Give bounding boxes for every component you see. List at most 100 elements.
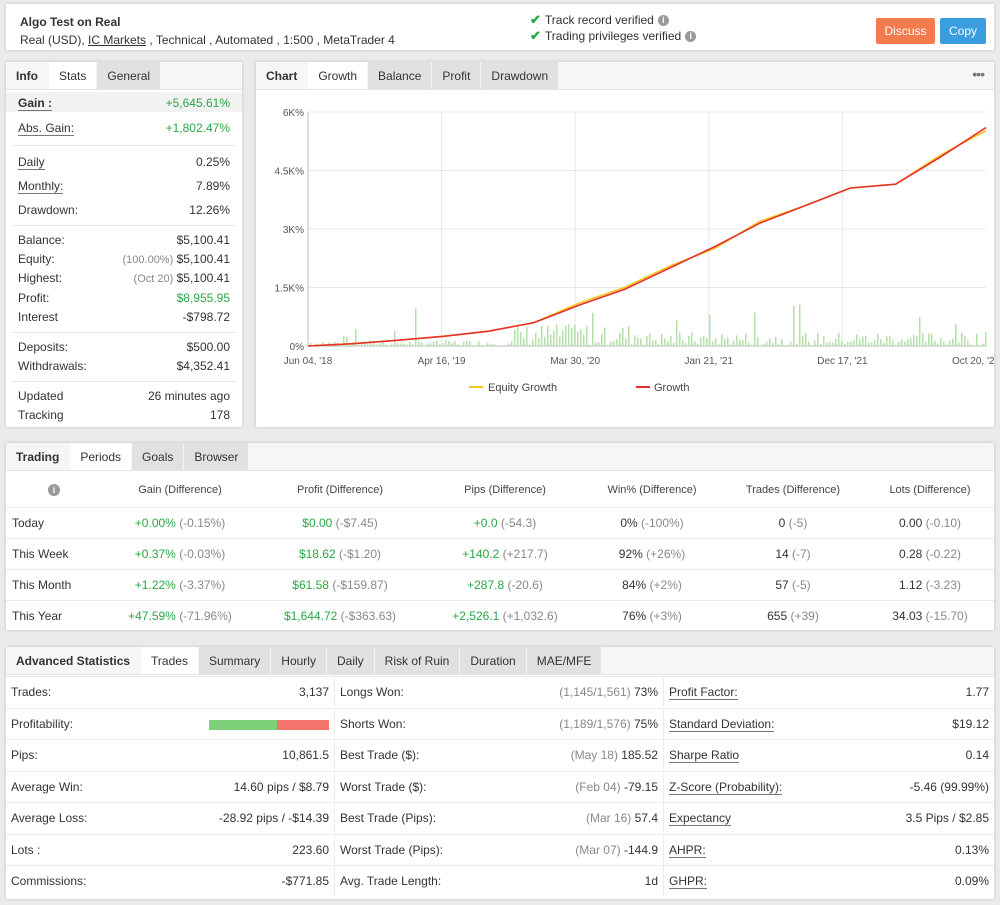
tab-browser[interactable]: Browser — [184, 443, 250, 470]
tab-advanced-statistics[interactable]: Advanced Statistics — [6, 647, 142, 674]
volume-bar — [736, 335, 738, 346]
stat-row: Expectancy 3.5 Pips / $2.85 — [664, 802, 994, 833]
tab-daily[interactable]: Daily — [326, 647, 375, 674]
info-icon[interactable]: i — [48, 484, 60, 496]
tab-goals[interactable]: Goals — [132, 443, 185, 470]
stat-label-text: Standard Deviation: — [669, 716, 775, 732]
abs-gain-label-text: Abs. Gain: — [18, 120, 75, 136]
period-label: This Week — [12, 547, 69, 561]
tab-summary[interactable]: Summary — [198, 647, 272, 674]
volume-bar — [592, 312, 594, 346]
abs-gain-label[interactable]: Abs. Gain: — [18, 120, 75, 136]
tab-growth[interactable]: Growth — [308, 62, 369, 89]
volume-bar — [673, 342, 675, 346]
legend-growth-label: Growth — [654, 382, 689, 394]
cell-pips: +2,526.1 (+1,032.6) — [435, 601, 575, 632]
daily-row: Daily 0.25% — [18, 152, 230, 171]
stat-label[interactable]: GHPR: — [669, 866, 708, 897]
tab-duration[interactable]: Duration — [460, 647, 527, 674]
volume-bar — [760, 345, 762, 346]
trading-panel: Trading Periods Goals Browser i Gain (Di… — [6, 443, 994, 630]
volume-bar — [694, 341, 696, 346]
stat-label-text: Pips: — [11, 748, 38, 762]
more-dots-icon[interactable]: ••• — [972, 66, 985, 82]
stat-label[interactable]: Standard Deviation: — [669, 709, 775, 740]
stat-row: Average Loss: -28.92 pips / -$14.39 — [6, 802, 335, 833]
tab-chart[interactable]: Chart — [256, 62, 309, 89]
tab-general[interactable]: General — [97, 62, 162, 89]
gain-label[interactable]: Gain : — [18, 95, 53, 111]
volume-bar — [832, 342, 834, 346]
trades-value: 57 — [775, 578, 789, 592]
equity-row: Equity: (100.00%) $5,100.41 — [18, 249, 230, 268]
tab-info[interactable]: Info — [6, 62, 49, 89]
equity-values: (100.00%) $5,100.41 — [123, 252, 231, 266]
stat-label-text: Worst Trade ($): — [340, 779, 427, 794]
stat-label[interactable]: Sharpe Ratio — [669, 740, 740, 771]
stat-value: $19.12 — [952, 709, 989, 740]
balance-row: Balance: $5,100.41 — [18, 230, 230, 249]
volume-bar — [514, 329, 516, 346]
lots-value: 0.28 — [898, 547, 923, 561]
stat-label[interactable]: Profit Factor: — [669, 677, 738, 708]
cell-pips: +287.8 (-20.6) — [435, 570, 575, 601]
volume-bar — [364, 341, 366, 346]
monthly-label[interactable]: Monthly: — [18, 178, 64, 194]
tab-trades[interactable]: Trades — [141, 647, 199, 674]
tab-mae-mfe[interactable]: MAE/MFE — [526, 647, 603, 674]
legend-equity-label: Equity Growth — [488, 382, 557, 394]
volume-bar — [481, 345, 483, 346]
x-tick-label: Jun 04, '18 — [284, 356, 333, 367]
info-icon[interactable]: i — [657, 14, 669, 26]
tab-drawdown[interactable]: Drawdown — [481, 62, 560, 89]
tab-profit[interactable]: Profit — [432, 62, 482, 89]
stat-value: (Mar 16) 57.4 — [586, 803, 658, 834]
volume-bar — [826, 342, 828, 346]
volume-bar — [790, 341, 792, 346]
volume-bar — [682, 340, 684, 346]
tab-risk-of-ruin[interactable]: Risk of Ruin — [374, 647, 461, 674]
volume-bar — [454, 341, 456, 346]
volume-bar — [841, 341, 843, 346]
tab-balance[interactable]: Balance — [368, 62, 433, 89]
stat-value-text: -79.15 — [623, 779, 658, 794]
tab-stats[interactable]: Stats — [49, 62, 98, 89]
volume-bar — [838, 332, 840, 346]
discuss-button[interactable]: Discuss — [876, 18, 935, 44]
stat-value-text: 57.4 — [634, 811, 658, 825]
stat-label[interactable]: Expectancy — [669, 803, 732, 834]
cell-gain: +47.59% (-71.96%) — [110, 601, 250, 632]
cell-win: 76% (+3%) — [582, 601, 722, 632]
volume-bar — [946, 344, 948, 346]
volume-bar — [619, 332, 621, 346]
track-record-verified: ✔ Track record verified i — [530, 12, 669, 28]
info-icon[interactable]: i — [685, 30, 697, 42]
volume-bar — [508, 343, 510, 346]
cell-win: 0% (-100%) — [582, 508, 722, 539]
tab-trading[interactable]: Trading — [6, 443, 71, 470]
broker-link[interactable]: IC Markets — [88, 33, 147, 47]
tab-periods[interactable]: Periods — [70, 443, 133, 470]
tab-hourly[interactable]: Hourly — [271, 647, 327, 674]
pips-difference: (-54.3) — [500, 516, 537, 530]
col-lots: Lots (Difference) — [889, 484, 971, 496]
copy-button[interactable]: Copy — [940, 18, 986, 44]
volume-bar — [655, 340, 657, 346]
stat-value-text: 0.13% — [954, 842, 989, 857]
volume-bar — [691, 332, 693, 346]
table-row: This Year +47.59% (-71.96%) $1,644.72 (-$3… — [6, 600, 994, 631]
volume-bar — [631, 344, 633, 346]
stat-label[interactable]: AHPR: — [669, 835, 706, 866]
daily-label[interactable]: Daily — [18, 154, 45, 170]
volume-bar — [895, 345, 897, 346]
volume-bar — [493, 344, 495, 346]
volume-bar — [451, 343, 453, 346]
stat-row: Best Trade ($): (May 18) 185.52 — [335, 739, 664, 770]
volume-bar — [664, 338, 666, 346]
stat-label[interactable]: Z-Score (Probability): — [669, 772, 783, 803]
stat-note: (Mar 07) — [575, 842, 621, 857]
volume-bar — [739, 339, 741, 346]
advanced-tabs: Advanced Statistics Trades Summary Hourl… — [6, 647, 994, 675]
volume-bar — [868, 342, 870, 346]
volume-bar — [697, 343, 699, 346]
